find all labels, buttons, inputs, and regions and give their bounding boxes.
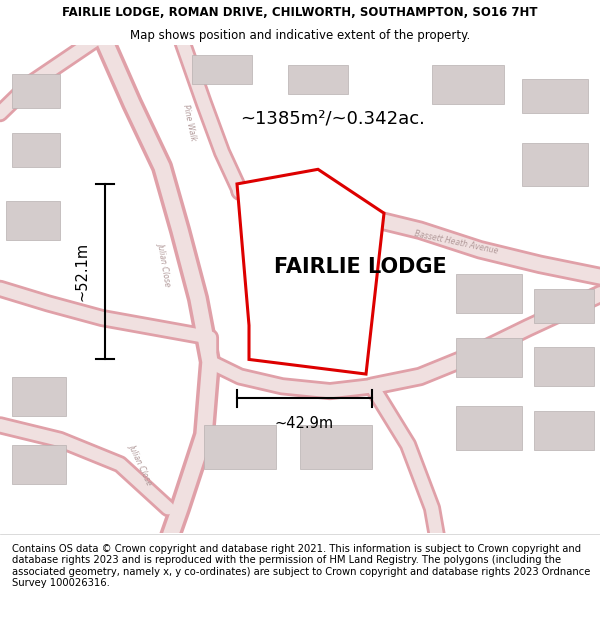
Polygon shape (456, 338, 522, 376)
Polygon shape (534, 289, 594, 323)
Polygon shape (6, 201, 60, 240)
Polygon shape (456, 274, 522, 313)
Polygon shape (12, 132, 60, 167)
Text: ~42.9m: ~42.9m (275, 416, 334, 431)
Polygon shape (432, 64, 504, 104)
Polygon shape (534, 411, 594, 449)
Polygon shape (12, 445, 66, 484)
Polygon shape (288, 64, 348, 94)
Text: Bassett Heath Avenue: Bassett Heath Avenue (413, 229, 499, 256)
Polygon shape (237, 169, 384, 374)
Polygon shape (522, 142, 588, 186)
Text: Pine Walk: Pine Walk (181, 104, 197, 142)
Text: ~1385m²/~0.342ac.: ~1385m²/~0.342ac. (240, 109, 425, 127)
Polygon shape (522, 79, 588, 113)
Text: Contains OS data © Crown copyright and database right 2021. This information is : Contains OS data © Crown copyright and d… (12, 544, 590, 588)
Polygon shape (192, 55, 252, 84)
Text: FAIRLIE LODGE, ROMAN DRIVE, CHILWORTH, SOUTHAMPTON, SO16 7HT: FAIRLIE LODGE, ROMAN DRIVE, CHILWORTH, S… (62, 6, 538, 19)
Polygon shape (12, 376, 66, 416)
Polygon shape (12, 74, 60, 108)
Text: ~52.1m: ~52.1m (75, 242, 90, 301)
Polygon shape (456, 406, 522, 449)
Text: Map shows position and indicative extent of the property.: Map shows position and indicative extent… (130, 29, 470, 42)
Polygon shape (534, 348, 594, 386)
Polygon shape (282, 240, 360, 294)
Text: Julian Close: Julian Close (128, 442, 154, 486)
Text: FAIRLIE LODGE: FAIRLIE LODGE (274, 257, 446, 277)
Polygon shape (204, 425, 276, 469)
Text: Julian Close: Julian Close (157, 242, 173, 287)
Polygon shape (300, 425, 372, 469)
